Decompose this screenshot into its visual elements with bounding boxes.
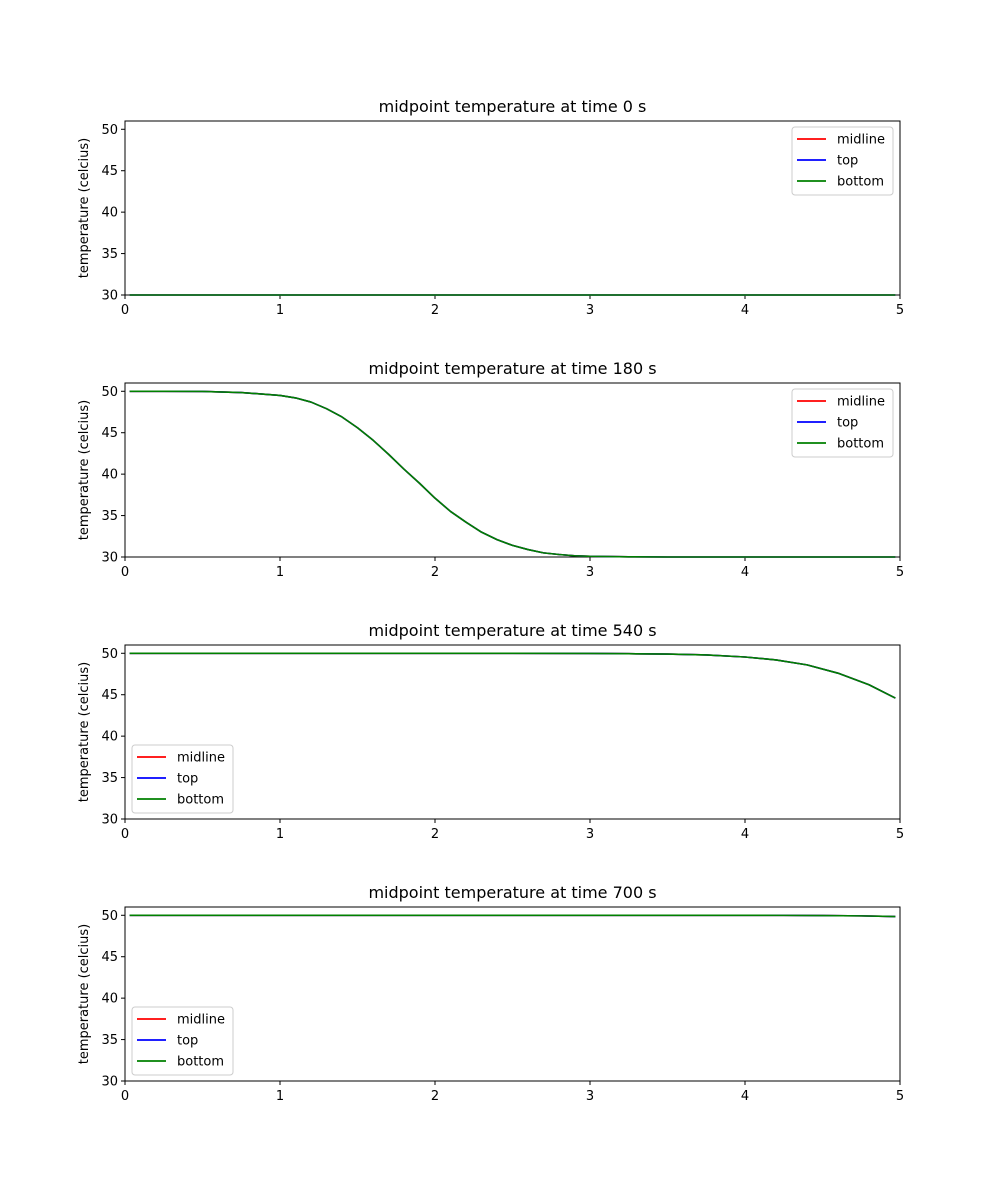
x-tick-label: 0 [121,1089,129,1104]
series-line-midline [129,390,896,558]
y-tick-label: 35 [101,509,118,524]
y-axis-label: temperature (celcius) [77,138,92,279]
x-tick-label: 5 [896,565,904,580]
x-tick-label: 4 [741,1089,749,1104]
y-tick-label: 50 [101,123,118,138]
y-tick-label: 30 [101,1075,118,1090]
legend: midline top bottom [131,1006,234,1076]
legend-box [131,1006,234,1076]
y-axis-label: temperature (celcius) [77,400,92,541]
legend-label-bottom: bottom [837,437,884,452]
y-tick-label: 50 [101,909,118,924]
subplot-4: midpoint temperature at time 700 s temper… [77,883,904,1104]
x-tick-label: 2 [431,1089,439,1104]
y-axis-label: temperature (celcius) [77,924,92,1065]
y-tick-label: 30 [101,289,118,304]
legend-label-midline: midline [837,395,885,410]
legend: midline top bottom [131,744,234,814]
y-tick-label: 45 [101,426,118,441]
x-tick-label: 0 [121,303,129,318]
subplot-2: midpoint temperature at time 180 s temper… [77,359,904,580]
legend: midline top bottom [791,126,894,196]
subplot-1: midpoint temperature at time 0 s temperat… [77,97,904,318]
x-tick-label: 2 [431,303,439,318]
series-line-bottom [129,914,896,918]
legend-label-top: top [837,154,858,169]
legend-box [791,126,894,196]
y-tick-label: 35 [101,247,118,262]
x-tick-label: 5 [896,1089,904,1104]
legend-label-bottom: bottom [177,793,224,808]
legend-label-top: top [177,1034,198,1049]
y-tick-label: 45 [101,164,118,179]
x-tick-label: 1 [276,303,284,318]
x-tick-label: 5 [896,827,904,842]
x-tick-label: 2 [431,827,439,842]
x-tick-label: 0 [121,827,129,842]
y-tick-label: 45 [101,688,118,703]
legend-box [791,388,894,458]
legend-label-bottom: bottom [837,175,884,190]
subplot-3: midpoint temperature at time 540 s temper… [77,621,904,842]
x-tick-label: 1 [276,827,284,842]
series-line-bottom [129,390,896,558]
legend-box [131,744,234,814]
x-tick-label: 3 [586,1089,594,1104]
axes-frame [124,644,901,820]
x-tick-label: 3 [586,303,594,318]
y-tick-label: 50 [101,385,118,400]
y-tick-label: 35 [101,771,118,786]
y-axis-label: temperature (celcius) [77,662,92,803]
y-tick-label: 30 [101,551,118,566]
axes-frame [124,120,901,296]
axes-frame [124,382,901,558]
legend: midline top bottom [791,388,894,458]
y-tick-label: 45 [101,950,118,965]
legend-label-bottom: bottom [177,1055,224,1070]
plot-title: midpoint temperature at time 540 s [368,621,656,640]
x-tick-label: 2 [431,565,439,580]
y-tick-label: 50 [101,647,118,662]
x-tick-label: 4 [741,827,749,842]
x-tick-label: 1 [276,565,284,580]
plot-title: midpoint temperature at time 0 s [379,97,647,116]
y-tick-label: 40 [101,992,118,1007]
x-tick-label: 4 [741,303,749,318]
y-tick-label: 40 [101,730,118,745]
plot-title: midpoint temperature at time 180 s [368,359,656,378]
legend-label-top: top [837,416,858,431]
x-tick-label: 3 [586,827,594,842]
x-tick-label: 1 [276,1089,284,1104]
x-tick-label: 4 [741,565,749,580]
y-tick-label: 35 [101,1033,118,1048]
y-tick-label: 40 [101,468,118,483]
y-tick-label: 30 [101,813,118,828]
axes-frame [124,906,901,1082]
legend-label-top: top [177,772,198,787]
plot-title: midpoint temperature at time 700 s [368,883,656,902]
legend-label-midline: midline [177,751,225,766]
series-line-bottom [129,652,896,699]
x-tick-label: 0 [121,565,129,580]
series-line-top [129,390,896,558]
x-tick-label: 5 [896,303,904,318]
legend-label-midline: midline [177,1013,225,1028]
x-tick-label: 3 [586,565,594,580]
legend-label-midline: midline [837,133,885,148]
y-tick-label: 40 [101,206,118,221]
